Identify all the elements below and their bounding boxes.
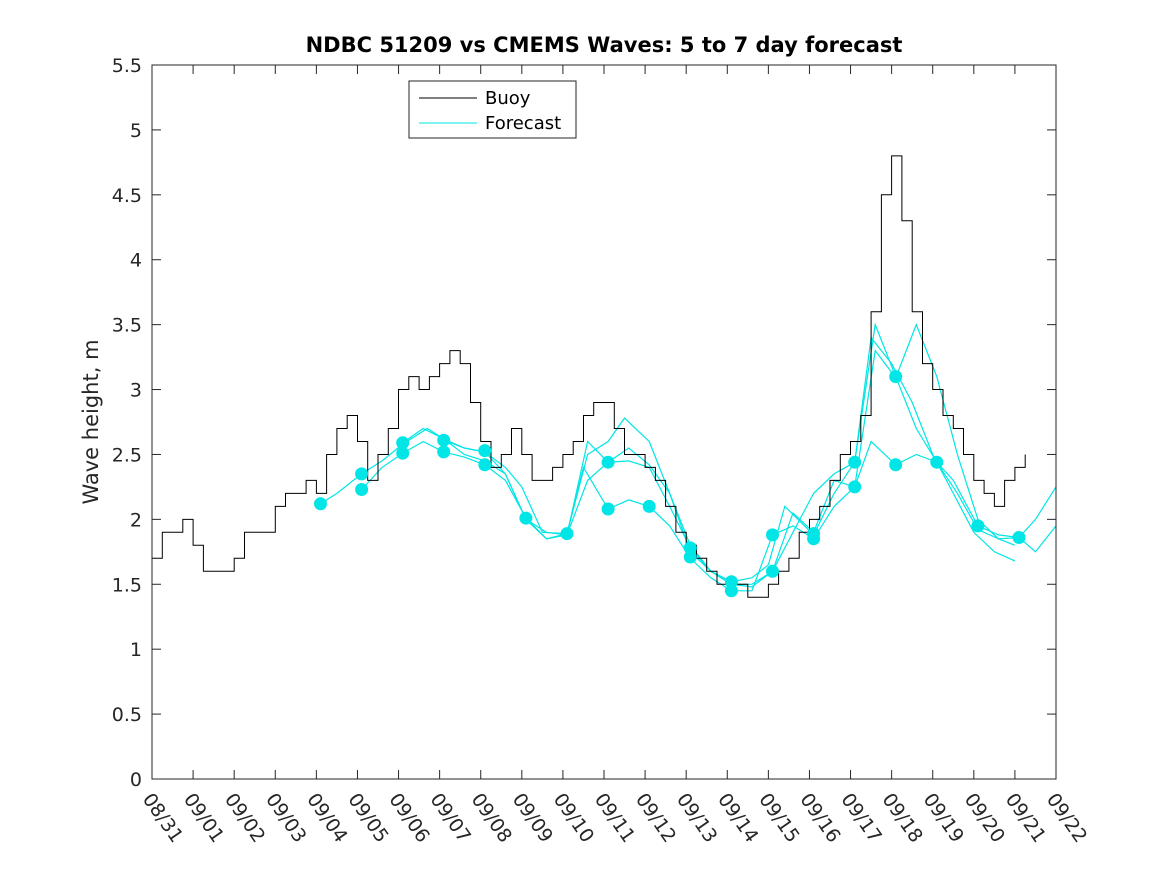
forecast-marker [437, 445, 451, 459]
legend-label-forecast: Forecast [485, 113, 561, 134]
forecast-marker [724, 575, 738, 589]
forecast-marker [1012, 531, 1026, 544]
y-tick-label: 0 [130, 769, 142, 791]
y-tick-label: 1 [130, 639, 142, 661]
forecast-marker [848, 455, 862, 469]
forecast-series-line-2 [361, 440, 1057, 592]
y-tick-label: 2.5 [112, 444, 142, 466]
forecast-marker [889, 458, 903, 472]
forecast-marker [314, 497, 327, 511]
forecast-marker [437, 433, 451, 447]
legend-box [408, 80, 577, 139]
forecast-marker [724, 584, 738, 598]
forecast-marker [889, 370, 903, 384]
forecast-marker [601, 502, 615, 516]
forecast-marker [396, 446, 410, 460]
y-tick-label: 3 [130, 380, 142, 402]
forecast-marker [478, 458, 492, 472]
forecast-marker [601, 455, 615, 469]
y-tick-label: 4 [130, 250, 142, 272]
forecast-marker [519, 511, 533, 525]
forecast-marker [766, 528, 779, 542]
forecast-marker [560, 527, 574, 541]
chart-title: NDBC 51209 vs CMEMS Waves: 5 to 7 day fo… [306, 33, 903, 57]
y-tick-label: 2 [130, 509, 142, 531]
buoy-line [152, 155, 1026, 598]
forecast-marker [355, 483, 369, 496]
forecast-marker [396, 436, 410, 450]
forecast-marker [766, 564, 779, 578]
forecast-marker [930, 455, 944, 469]
y-tick-label: 5.5 [112, 55, 142, 77]
legend-label-buoy: Buoy [485, 88, 531, 109]
forecast-marker [642, 499, 656, 513]
forecast-marker [848, 480, 862, 494]
forecast-marker [971, 519, 985, 533]
y-axis-label: Wave height, m [79, 339, 103, 504]
y-tick-label: 4.5 [112, 185, 142, 207]
y-tick-label: 0.5 [112, 704, 142, 726]
legend: Buoy Forecast [408, 80, 577, 139]
forecast-marker [683, 541, 697, 555]
y-tick-label: 1.5 [112, 574, 142, 596]
y-tick-label: 5 [130, 120, 142, 142]
forecast-marker [478, 444, 492, 458]
plot-layer [152, 155, 1057, 598]
y-tick-label: 3.5 [112, 315, 142, 337]
forecast-marker [683, 550, 697, 564]
forecast-marker [355, 467, 369, 481]
forecast-marker [807, 532, 821, 546]
